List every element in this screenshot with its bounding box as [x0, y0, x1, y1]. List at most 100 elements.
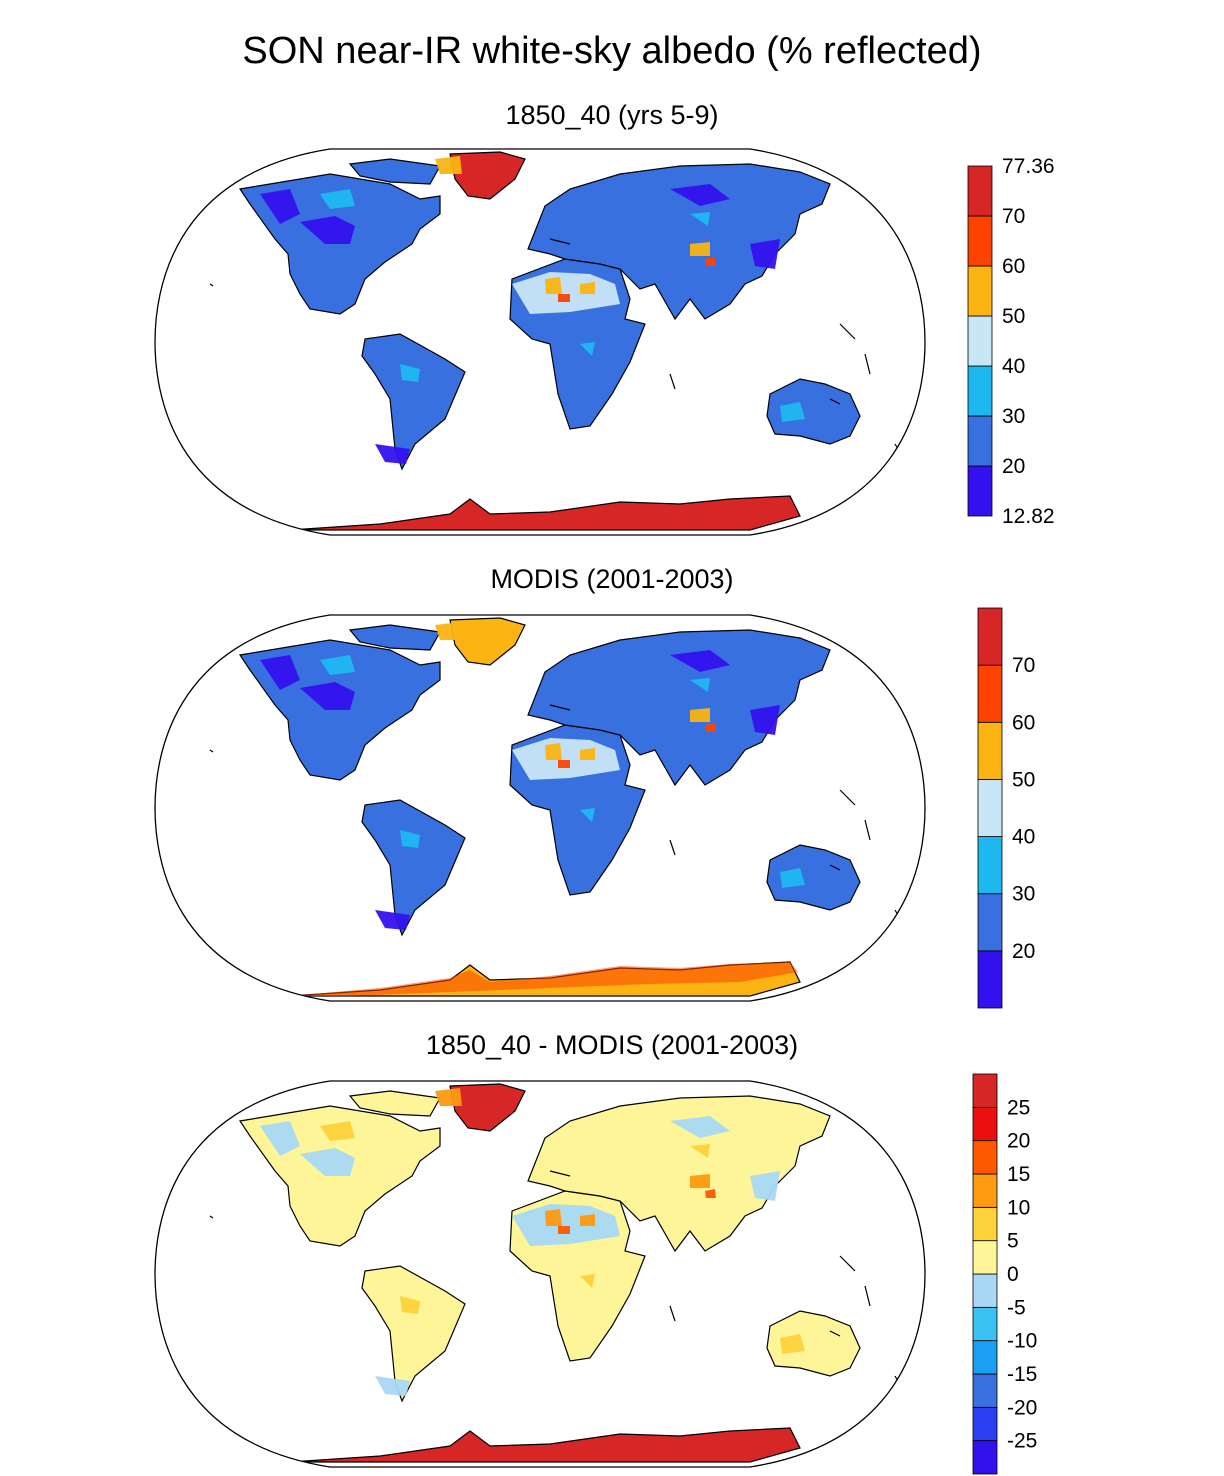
landmass-greenland: [449, 1083, 526, 1132]
coastline-fragment: [549, 1170, 571, 1177]
map-border: [154, 148, 926, 536]
landmass-southAmerica: [361, 333, 466, 471]
colorbar-tick-label: 70: [1012, 654, 1035, 677]
colorbar-tick-label: -10: [1007, 1330, 1037, 1353]
landmass-arctic: [348, 624, 441, 651]
landmass-arctic: [348, 158, 441, 185]
value-patch-hot: [558, 1226, 570, 1234]
colorbar-tick-label: 20: [1012, 940, 1035, 963]
value-patch-land_low: [750, 239, 780, 269]
value-patch-land_low: [375, 444, 410, 464]
value-patch-land_low: [670, 184, 730, 206]
value-patch-land_low: [300, 682, 355, 710]
colorbar-swatch: [972, 1406, 998, 1442]
value-patch-land_low: [375, 1376, 410, 1396]
value-patch-land_low: [300, 1148, 355, 1176]
colorbar-swatch: [972, 1373, 998, 1408]
value-patch-land_mid: [780, 1334, 805, 1354]
value-patch-land_low: [750, 705, 780, 735]
colorbar-swatch: [972, 1306, 998, 1342]
landmass-southAmerica: [361, 799, 466, 937]
value-patch-desert_hi: [690, 242, 710, 256]
map-border: [154, 1080, 926, 1468]
coastline-fragment: [669, 839, 676, 856]
landmass-australia: [766, 1310, 861, 1377]
map-panel-2: [154, 614, 926, 1002]
value-patch-land_mid: [320, 189, 355, 209]
landmass-antarctica: [289, 1427, 801, 1463]
colorbar-swatch: [977, 950, 1003, 1009]
landmass-southAmerica: [361, 1265, 466, 1403]
coastline-fragment: [669, 1305, 676, 1322]
value-patch-desert_hi: [690, 708, 710, 722]
value-patch-land_low: [260, 655, 300, 690]
antarctica-edge-patch: [290, 962, 798, 996]
map-panel-1: [154, 148, 926, 536]
coastline-fragment: [839, 323, 856, 340]
landmass-eurasia: [527, 163, 831, 321]
colorbar-swatch: [967, 165, 993, 217]
value-patch-desert_hi: [580, 282, 595, 294]
value-patch-land_mid: [400, 830, 420, 848]
coastline-fragment: [549, 704, 571, 711]
colorbar-swatch: [972, 1206, 998, 1242]
coastline-fragment: [839, 1255, 856, 1272]
colorbar-tick-label: 12.82: [1002, 505, 1055, 528]
coastline-fragment: [864, 353, 871, 375]
colorbar-swatch: [972, 1173, 998, 1208]
landmass-australia: [766, 378, 861, 445]
coastline-fragment: [839, 789, 856, 806]
colorbar-tick-label: 70: [1002, 205, 1025, 228]
colorbar-tick-label: 30: [1002, 405, 1025, 428]
colorbar-tick-label: 0: [1007, 1263, 1019, 1286]
colorbar-panel-2: 20 30 40 50 60 70: [977, 607, 1035, 1009]
colorbar-tick-label: 20: [1007, 1130, 1030, 1153]
coastline-fragment: [209, 283, 214, 287]
colorbar-tick-label: 5: [1007, 1230, 1019, 1253]
value-patch-land_mid: [780, 402, 805, 422]
colorbar-swatch: [972, 1340, 998, 1375]
panel-2-title: MODIS (2001-2003): [490, 564, 734, 594]
map-panel-3: [154, 1080, 926, 1468]
value-patch-desert_hi: [435, 156, 462, 174]
coastline-fragment: [864, 819, 871, 841]
value-patch-hot: [705, 257, 716, 266]
value-patch-hot: [558, 294, 570, 302]
value-patch-land_mid: [320, 655, 355, 675]
value-patch-land_low: [260, 189, 300, 224]
value-patch-land_mid: [320, 1121, 355, 1141]
value-patch-land_mid: [690, 678, 710, 692]
landmass-antarctica: [289, 495, 801, 531]
colorbar-swatch: [977, 721, 1003, 780]
coastline-fragment: [829, 398, 841, 405]
colorbar-swatch: [977, 664, 1003, 723]
colorbar-swatch: [972, 1140, 998, 1175]
colorbar-tick-label: 60: [1012, 711, 1035, 734]
value-patch-hot: [705, 723, 716, 732]
colorbar-swatch: [972, 1240, 998, 1275]
coastline-fragment: [209, 1215, 214, 1219]
landmass-eurasia: [527, 1095, 831, 1253]
value-patch-land_mid: [400, 364, 420, 382]
landmass-australia: [766, 844, 861, 911]
value-patch-hot: [705, 1189, 716, 1198]
value-patch-desert_hi: [545, 1209, 562, 1226]
coastline-fragment: [829, 1330, 841, 1337]
map-border: [154, 614, 926, 1002]
colorbar-swatch: [967, 215, 993, 267]
value-patch-land_low: [670, 650, 730, 672]
colorbar-swatch: [972, 1073, 998, 1108]
value-patch-desert_hi: [435, 622, 462, 640]
landmass-greenland: [449, 617, 526, 666]
panel-3-title: 1850_40 - MODIS (2001-2003): [425, 1030, 799, 1060]
colorbar-tick-label: 50: [1002, 305, 1025, 328]
value-patch-land_mid: [400, 1296, 420, 1314]
figure-title: SON near-IR white-sky albedo (% reflecte…: [242, 30, 982, 72]
colorbar-swatch: [972, 1440, 998, 1475]
colorbar-tick-label: -20: [1007, 1396, 1037, 1419]
value-patch-desert_hi: [580, 1214, 595, 1226]
value-patch-land_mid: [690, 212, 710, 226]
colorbar-tick-label: -5: [1007, 1296, 1026, 1319]
colorbar-tick-label: 40: [1002, 355, 1025, 378]
value-patch-land_mid: [690, 1144, 710, 1158]
